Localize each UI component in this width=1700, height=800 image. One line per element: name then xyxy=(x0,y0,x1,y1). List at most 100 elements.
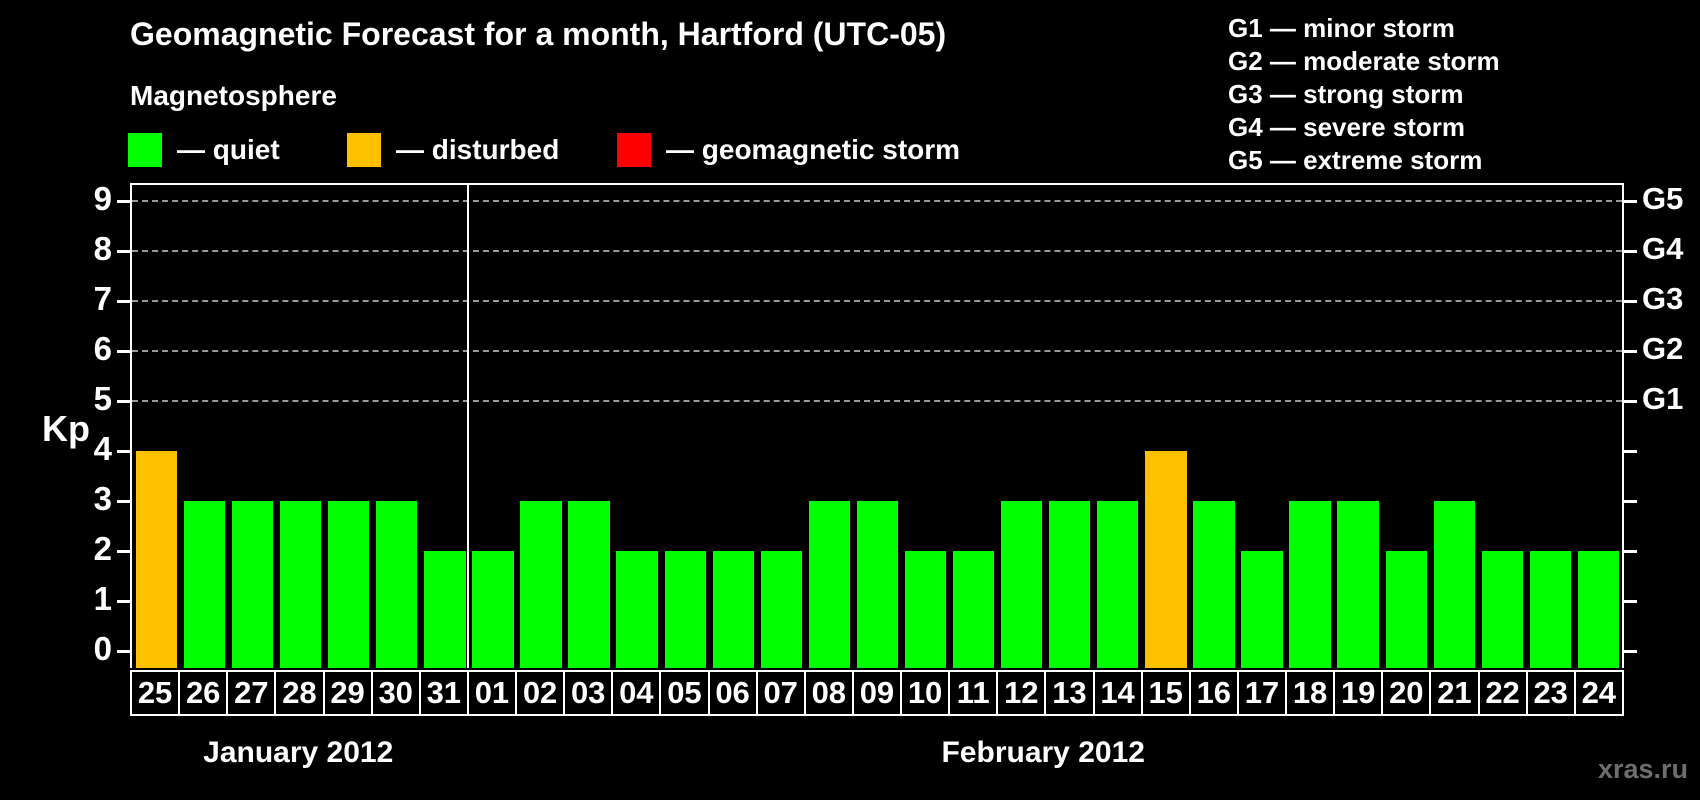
y-axis-label: 3 xyxy=(93,480,112,517)
gridline xyxy=(132,200,1622,202)
y-axis-label: 9 xyxy=(93,180,112,217)
day-label-cell: 28 xyxy=(274,672,322,714)
gridline xyxy=(132,300,1622,302)
g-scale-label: G5 xyxy=(1642,181,1684,216)
g-scale-label: G4 xyxy=(1642,231,1684,266)
kp-bar xyxy=(1001,501,1043,668)
kp-bar xyxy=(1433,501,1475,668)
plot-area xyxy=(117,183,1637,668)
day-label-cell: 04 xyxy=(611,672,659,714)
gridline xyxy=(132,400,1622,402)
y-axis-tick xyxy=(117,500,130,503)
day-label-cell: 14 xyxy=(1092,672,1141,714)
g-axis-tick xyxy=(1624,650,1637,653)
storm-scale-item: G3 — strong storm xyxy=(1228,79,1464,109)
kp-bar xyxy=(328,501,370,668)
day-label-cell: 31 xyxy=(418,672,467,714)
kp-bar xyxy=(1337,501,1379,668)
y-axis-tick xyxy=(117,200,130,203)
day-label-cell: 30 xyxy=(370,672,419,714)
day-label-cell: 16 xyxy=(1188,672,1237,714)
day-label-cell: 03 xyxy=(563,672,611,714)
y-axis-label: 4 xyxy=(93,430,112,467)
y-axis-tick xyxy=(117,550,130,553)
storm-label: — geomagnetic storm xyxy=(666,134,961,165)
day-label-cell: 13 xyxy=(1044,672,1092,714)
month-label: February 2012 xyxy=(941,736,1145,769)
kp-bar xyxy=(664,551,706,668)
storm-scale-item: G4 — severe storm xyxy=(1228,112,1466,142)
g-scale-label: G2 xyxy=(1642,331,1684,366)
day-label-cell: 10 xyxy=(900,672,948,714)
legend-item-disturbed: — disturbed xyxy=(347,132,559,168)
g-axis-tick xyxy=(1624,500,1637,503)
y-axis-label: 6 xyxy=(93,330,112,367)
watermark: xras.ru xyxy=(1597,754,1688,784)
g-axis-tick xyxy=(1624,450,1637,453)
kp-bar xyxy=(1097,501,1139,668)
kp-bar xyxy=(520,501,562,668)
storm-scale-item: G2 — moderate storm xyxy=(1228,46,1500,76)
kp-bar xyxy=(280,501,322,668)
y-axis-tick xyxy=(117,300,130,303)
y-axis-label: 2 xyxy=(93,530,112,567)
g-axis-tick xyxy=(1624,300,1637,303)
day-label-cell: 27 xyxy=(226,672,274,714)
kp-bar xyxy=(424,551,466,668)
day-label-cell: 21 xyxy=(1429,672,1477,714)
day-label-cell: 08 xyxy=(803,672,852,714)
kp-bar xyxy=(952,551,995,668)
kp-bar xyxy=(904,551,947,668)
legend-item-quiet: — quiet xyxy=(128,132,280,168)
storm-color-swatch xyxy=(617,133,651,167)
quiet-color-swatch xyxy=(128,133,162,167)
y-axis-label: 0 xyxy=(93,630,112,667)
kp-bar xyxy=(808,501,851,668)
disturbed-label: — disturbed xyxy=(396,134,560,165)
month-label: January 2012 xyxy=(203,736,394,769)
day-label-cell: 20 xyxy=(1381,672,1429,714)
kp-bar xyxy=(1289,501,1331,668)
y-axis-title: Kp xyxy=(42,408,90,449)
storm-scale-item: G5 — extreme storm xyxy=(1228,145,1483,175)
g-axis-tick xyxy=(1624,350,1637,353)
y-axis-label: 5 xyxy=(93,380,112,417)
y-axis-tick xyxy=(117,350,130,353)
kp-bar xyxy=(183,501,226,668)
kp-bar xyxy=(231,501,274,668)
day-label-cell: 07 xyxy=(755,672,804,714)
y-axis-label: 8 xyxy=(93,230,112,267)
disturbed-color-swatch xyxy=(347,133,381,167)
gridline xyxy=(132,250,1622,252)
day-label-cell: 26 xyxy=(178,672,226,714)
day-label-cell: 17 xyxy=(1236,672,1285,714)
y-axis-tick xyxy=(117,600,130,603)
gridline xyxy=(132,350,1622,352)
day-label-cell: 22 xyxy=(1477,672,1526,714)
g-axis-tick xyxy=(1624,200,1637,203)
day-label-cell: 29 xyxy=(322,672,371,714)
kp-bar xyxy=(760,551,802,668)
kp-bar xyxy=(1241,551,1283,668)
storm-scale-item: G1 — minor storm xyxy=(1228,13,1455,43)
kp-bar xyxy=(1577,551,1620,668)
day-label-cell: 01 xyxy=(466,672,515,714)
day-label-cell: 09 xyxy=(851,672,900,714)
kp-bar xyxy=(1529,551,1572,668)
kp-bar xyxy=(712,551,754,668)
kp-bar xyxy=(856,501,899,668)
kp-bar xyxy=(1385,551,1427,668)
legend-item-storm: — geomagnetic storm xyxy=(617,132,960,168)
g-axis-tick xyxy=(1624,400,1637,403)
quiet-label: — quiet xyxy=(177,134,280,165)
chart-title: Geomagnetic Forecast for a month, Hartfo… xyxy=(130,16,947,52)
day-label-cell: 02 xyxy=(515,672,563,714)
day-label-cell: 23 xyxy=(1525,672,1574,714)
kp-bar xyxy=(1193,501,1235,668)
day-label-cell: 05 xyxy=(659,672,707,714)
day-label-cell: 11 xyxy=(948,672,996,714)
day-label-cell: 06 xyxy=(707,672,756,714)
kp-bar xyxy=(376,501,418,668)
y-axis-label: 1 xyxy=(93,580,112,617)
day-label-cell: 12 xyxy=(996,672,1044,714)
